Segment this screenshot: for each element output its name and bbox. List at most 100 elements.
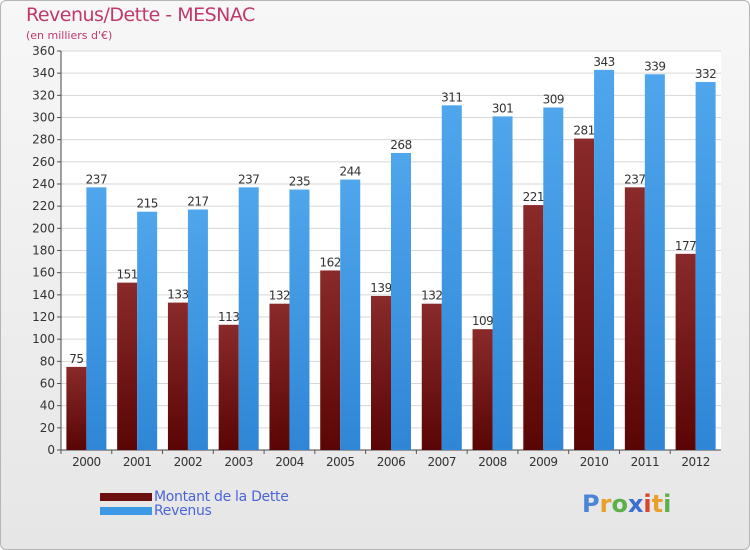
- bar-revenus: [695, 82, 716, 451]
- bar-revenus: [492, 116, 513, 451]
- logo-letter: r: [599, 490, 612, 518]
- y-tick-label: 20: [40, 421, 55, 435]
- data-label-dette: 237: [624, 172, 645, 186]
- bar-dette: [167, 302, 188, 450]
- bar-dette: [117, 282, 138, 450]
- legend-item-dette: Montant de la Dette: [100, 486, 289, 505]
- data-label-dette: 132: [421, 289, 442, 303]
- data-label-revenus: 311: [441, 90, 462, 104]
- y-tick-label: 260: [32, 155, 55, 169]
- x-tick-label: 2011: [631, 455, 660, 469]
- legend-swatch-revenus: [100, 506, 152, 515]
- data-label-dette: 133: [167, 288, 188, 302]
- data-label-dette: 113: [218, 310, 239, 324]
- data-label-revenus: 244: [340, 165, 361, 179]
- x-tick-label: 2006: [377, 455, 406, 469]
- x-tick-label: 2010: [580, 455, 609, 469]
- bar-dette: [66, 366, 87, 450]
- data-label-dette: 177: [675, 239, 696, 253]
- data-label-revenus: 339: [644, 59, 665, 73]
- bar-revenus: [644, 74, 665, 451]
- y-tick-label: 60: [40, 377, 55, 391]
- data-label-revenus: 217: [187, 194, 208, 208]
- bar-dette: [269, 303, 290, 450]
- bar-revenus: [86, 187, 107, 450]
- proxiti-logo: Proxiti: [582, 490, 671, 518]
- x-tick-label: 2012: [681, 455, 710, 469]
- data-label-revenus: 309: [543, 93, 564, 107]
- logo-letter: i: [663, 490, 672, 518]
- y-tick-label: 140: [32, 288, 55, 302]
- legend-swatch-dette: [100, 492, 152, 501]
- x-tick-label: 2003: [224, 455, 253, 469]
- x-tick-label: 2005: [326, 455, 355, 469]
- data-label-revenus: 301: [492, 101, 513, 115]
- data-label-revenus: 343: [593, 55, 614, 69]
- data-label-dette: 221: [523, 190, 544, 204]
- y-tick-label: 80: [40, 354, 55, 368]
- x-tick-label: 2008: [478, 455, 507, 469]
- x-tick-label: 2001: [123, 455, 152, 469]
- data-label-dette: 281: [573, 124, 594, 138]
- y-tick-label: 300: [32, 111, 55, 125]
- y-tick-label: 120: [32, 310, 55, 324]
- x-tick-label: 2000: [72, 455, 101, 469]
- bar-revenus: [137, 211, 158, 450]
- y-tick-label: 180: [32, 244, 55, 258]
- y-tick-label: 40: [40, 399, 55, 413]
- data-label-dette: 109: [472, 314, 493, 328]
- chart-subtitle: (en milliers d'€): [26, 29, 113, 42]
- bar-dette: [624, 187, 645, 450]
- x-tick-label: 2004: [275, 455, 304, 469]
- y-tick-label: 0: [47, 443, 55, 457]
- data-label-revenus: 237: [238, 172, 259, 186]
- x-tick-label: 2009: [529, 455, 558, 469]
- logo-letter: P: [582, 490, 600, 518]
- data-label-revenus: 332: [695, 67, 716, 81]
- chart-title: Revenus/Dette - MESNAC: [26, 4, 255, 26]
- data-label-revenus: 215: [136, 197, 157, 211]
- bar-revenus: [187, 209, 208, 450]
- y-tick-label: 100: [32, 332, 55, 346]
- logo-letter: o: [611, 490, 628, 518]
- legend-label-revenus: Revenus: [154, 502, 212, 519]
- data-label-revenus: 237: [86, 172, 107, 186]
- data-label-dette: 151: [116, 268, 137, 282]
- y-tick-label: 340: [32, 66, 55, 80]
- legend-item-revenus: Revenus: [100, 500, 212, 519]
- y-tick-label: 220: [32, 199, 55, 213]
- bar-dette: [371, 295, 391, 450]
- bar-revenus: [391, 152, 411, 450]
- logo-letter: i: [643, 490, 652, 518]
- bar-dette: [574, 138, 595, 450]
- y-tick-label: 160: [32, 266, 55, 280]
- data-label-dette: 162: [320, 255, 341, 269]
- data-label-dette: 139: [370, 281, 391, 295]
- bar-dette: [218, 324, 239, 450]
- y-tick-label: 240: [32, 177, 55, 191]
- y-tick-label: 280: [32, 133, 55, 147]
- data-label-dette: 75: [69, 352, 83, 366]
- bar-dette: [523, 205, 544, 450]
- bar-revenus: [594, 69, 615, 450]
- data-label-revenus: 235: [289, 175, 310, 189]
- x-tick-label: 2002: [174, 455, 203, 469]
- x-tick-label: 2007: [427, 455, 456, 469]
- bar-revenus: [340, 179, 361, 451]
- logo-letter: x: [627, 490, 644, 518]
- bar-dette: [421, 303, 442, 450]
- bar-revenus: [238, 187, 259, 450]
- data-label-revenus: 268: [390, 138, 411, 152]
- bar-revenus: [441, 105, 462, 450]
- y-tick-label: 320: [32, 88, 55, 102]
- data-label-dette: 132: [269, 289, 290, 303]
- bar-dette: [320, 270, 341, 450]
- bar-dette: [675, 253, 696, 450]
- bar-dette: [472, 329, 493, 450]
- legend-label-dette: Montant de la Dette: [154, 488, 289, 505]
- bar-revenus: [289, 189, 310, 450]
- logo-letter: t: [651, 490, 664, 518]
- y-tick-label: 200: [32, 221, 55, 235]
- bar-revenus: [543, 107, 564, 451]
